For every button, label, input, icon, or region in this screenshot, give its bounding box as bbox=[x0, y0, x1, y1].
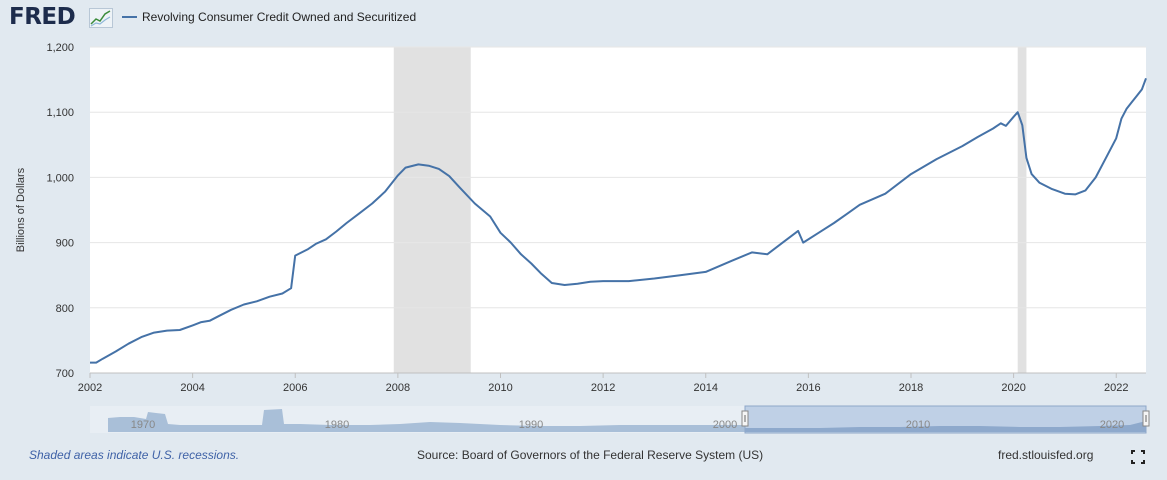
x-tick-label: 2004 bbox=[180, 382, 204, 394]
recession-bands bbox=[393, 47, 1027, 373]
x-axis: 2002 2004 2006 2008 2010 2012 2014 2016 2018 2020… bbox=[78, 373, 1128, 394]
series-layer bbox=[90, 77, 1147, 364]
y-tick-label: 1,200 bbox=[46, 42, 74, 54]
legend-label: Revolving Consumer Credit Owned and Secu… bbox=[142, 10, 417, 24]
navigator-tick-label: 2000 bbox=[713, 419, 737, 431]
line-graph-icon bbox=[89, 8, 113, 28]
navigator-tick-label: 1970 bbox=[131, 419, 155, 431]
x-tick-label: 2018 bbox=[899, 382, 923, 394]
recession-band bbox=[1017, 47, 1027, 373]
x-tick-label: 2016 bbox=[796, 382, 820, 394]
y-axis-label: Billions of Dollars bbox=[15, 167, 27, 252]
x-tick-label: 2012 bbox=[591, 382, 615, 394]
series-line bbox=[90, 77, 1147, 364]
fullscreen-icon[interactable] bbox=[1131, 450, 1145, 464]
x-tick-label: 2010 bbox=[488, 382, 512, 394]
legend-swatch bbox=[122, 16, 137, 18]
recession-note[interactable]: Shaded areas indicate U.S. recessions. bbox=[29, 448, 240, 462]
navigator-tick-label: 1980 bbox=[325, 419, 349, 431]
navigator-tick-label: 1990 bbox=[519, 419, 543, 431]
y-tick-label: 900 bbox=[56, 238, 74, 250]
y-tick-label: 1,000 bbox=[46, 172, 74, 184]
navigator-tick-label: 2020 bbox=[1100, 419, 1124, 431]
navigator-area-right bbox=[745, 421, 1146, 432]
navigator-ticks: 1970 1980 1990 2000 2010 2020 bbox=[131, 419, 1124, 431]
x-tick-label: 2014 bbox=[694, 382, 718, 394]
source-note: Source: Board of Governors of the Federa… bbox=[417, 448, 764, 462]
gridlines bbox=[90, 46, 1146, 374]
range-navigator[interactable]: 1970 1980 1990 2000 2010 2020 bbox=[90, 405, 1150, 434]
x-tick-label: 2008 bbox=[386, 382, 410, 394]
fred-url-link[interactable]: fred.stlouisfed.org bbox=[998, 448, 1094, 462]
x-tick-label: 2006 bbox=[283, 382, 307, 394]
fred-logo[interactable]: FRED bbox=[9, 4, 76, 30]
x-tick-label: 2022 bbox=[1104, 382, 1128, 394]
x-tick-label: 2002 bbox=[78, 382, 102, 394]
navigator-area-left bbox=[108, 409, 745, 432]
recession-band bbox=[393, 47, 471, 373]
chart-header: FRED Revolving Consumer Credit Owned and… bbox=[0, 0, 1167, 38]
plot-background bbox=[90, 47, 1146, 373]
y-axis: 700 800 900 1,000 1,100 1,200 bbox=[46, 42, 74, 380]
chart-legend[interactable]: Revolving Consumer Credit Owned and Secu… bbox=[122, 10, 416, 24]
y-tick-label: 1,100 bbox=[46, 107, 74, 119]
y-tick-label: 700 bbox=[56, 368, 74, 380]
navigator-tick-label: 2010 bbox=[906, 419, 930, 431]
y-tick-label: 800 bbox=[56, 303, 74, 315]
x-tick-label: 2020 bbox=[1001, 382, 1025, 394]
